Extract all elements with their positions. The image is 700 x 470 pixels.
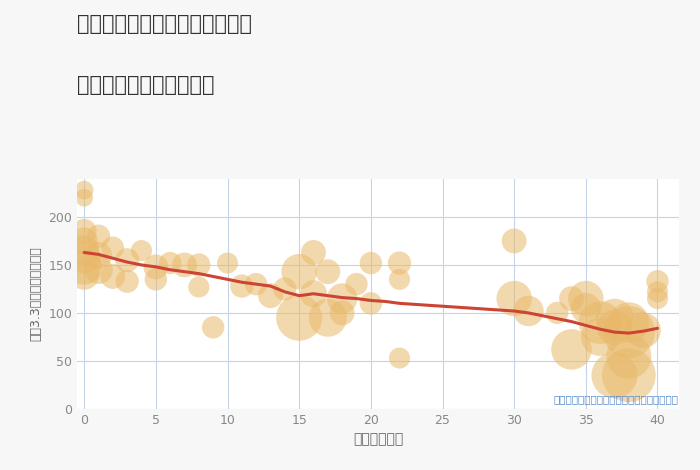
Point — [337, 295, 348, 302]
Point — [365, 299, 377, 307]
Point — [236, 282, 247, 290]
Point — [78, 186, 90, 194]
Point — [107, 244, 118, 251]
Point — [78, 237, 90, 245]
Point — [308, 249, 319, 256]
Y-axis label: 坪（3.3㎡）単価（万円）: 坪（3.3㎡）単価（万円） — [29, 246, 43, 341]
Point — [594, 333, 606, 341]
Point — [609, 323, 620, 331]
Point — [523, 307, 534, 315]
Point — [580, 305, 592, 312]
Point — [78, 227, 90, 235]
Text: 築年数別中古戸建て価格: 築年数別中古戸建て価格 — [77, 75, 214, 95]
Point — [179, 261, 190, 269]
Point — [365, 259, 377, 267]
Point — [251, 281, 262, 288]
Point — [93, 251, 104, 259]
Point — [136, 247, 147, 254]
Point — [609, 314, 620, 321]
Point — [107, 273, 118, 280]
X-axis label: 築年数（年）: 築年数（年） — [353, 432, 403, 446]
Point — [193, 261, 204, 269]
Point — [78, 263, 90, 271]
Point — [150, 275, 162, 283]
Point — [509, 237, 520, 245]
Point — [93, 266, 104, 274]
Point — [208, 323, 219, 331]
Point — [351, 281, 362, 288]
Text: 円の大きさは、取引のあった物件面積を示す: 円の大きさは、取引のあった物件面積を示す — [554, 394, 679, 404]
Point — [78, 253, 90, 261]
Point — [322, 268, 333, 275]
Point — [566, 295, 577, 302]
Text: 神奈川県川崎市高津区子母口の: 神奈川県川崎市高津区子母口の — [77, 14, 252, 34]
Point — [638, 327, 649, 334]
Point — [78, 247, 90, 254]
Point — [322, 314, 333, 321]
Point — [293, 268, 304, 275]
Point — [566, 345, 577, 353]
Point — [308, 290, 319, 298]
Point — [193, 283, 204, 291]
Point — [164, 259, 176, 267]
Point — [78, 194, 90, 202]
Point — [122, 257, 133, 264]
Point — [652, 295, 663, 302]
Point — [623, 372, 634, 379]
Point — [279, 285, 290, 293]
Point — [78, 271, 90, 278]
Point — [394, 275, 405, 283]
Point — [509, 295, 520, 302]
Point — [652, 288, 663, 296]
Point — [150, 263, 162, 271]
Point — [552, 309, 563, 317]
Point — [623, 329, 634, 336]
Point — [337, 309, 348, 317]
Point — [609, 372, 620, 379]
Point — [394, 354, 405, 362]
Point — [623, 319, 634, 326]
Point — [580, 295, 592, 302]
Point — [293, 314, 304, 321]
Point — [265, 292, 276, 299]
Point — [652, 277, 663, 285]
Point — [93, 233, 104, 240]
Point — [394, 259, 405, 267]
Point — [623, 352, 634, 360]
Point — [594, 319, 606, 326]
Point — [222, 259, 233, 267]
Point — [122, 277, 133, 285]
